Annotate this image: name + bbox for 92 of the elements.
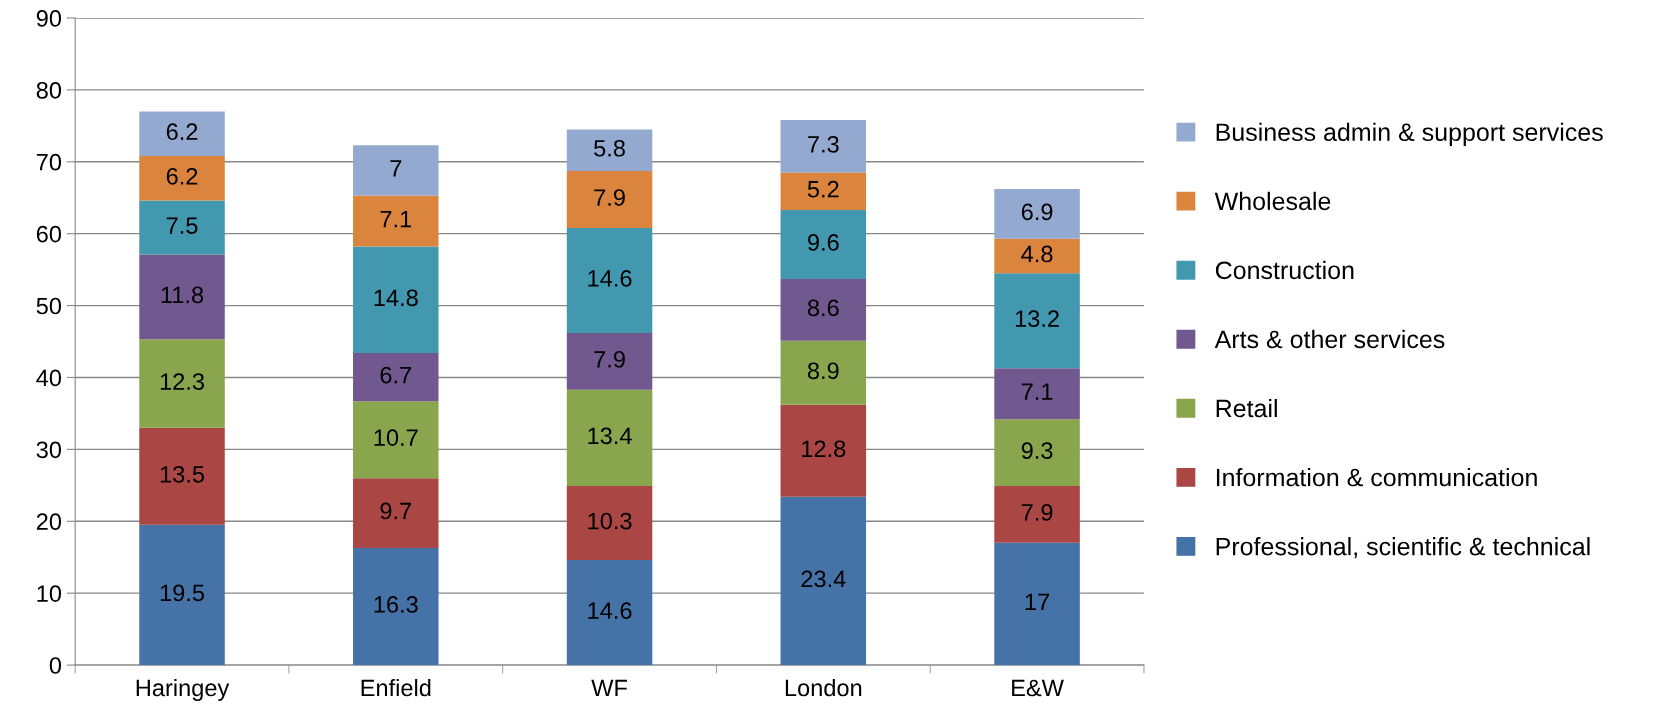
bar	[353, 246, 439, 354]
x-tick-label: London	[785, 678, 862, 697]
data-label: 7.1	[1021, 383, 1053, 400]
bar	[139, 200, 225, 255]
data-label: 13.2	[1015, 310, 1059, 328]
bar	[139, 339, 225, 428]
data-label: 6.7	[380, 366, 412, 384]
bar	[139, 524, 225, 666]
data-label: 5.8	[594, 139, 625, 157]
bar	[994, 486, 1080, 543]
bar	[566, 486, 653, 561]
legend-label: Arts & other services	[1214, 329, 1445, 349]
data-label: 10.3	[588, 512, 632, 530]
data-label: 16.3	[374, 596, 418, 613]
bar	[780, 278, 867, 341]
data-label: 8.6	[807, 299, 839, 317]
bar	[994, 419, 1080, 487]
bar	[994, 542, 1080, 666]
bar	[353, 145, 439, 196]
bar	[139, 254, 225, 340]
bar	[139, 111, 225, 157]
x-tick-label: Haringey	[136, 678, 230, 701]
bar	[353, 547, 439, 666]
y-tick-label: 80	[36, 81, 62, 99]
data-label: 7.9	[1021, 504, 1053, 521]
data-label: 7.5	[166, 217, 198, 234]
x-tick-label: WF	[591, 679, 627, 697]
bar	[566, 560, 653, 666]
data-label: 14.6	[588, 602, 632, 619]
data-label: 9.3	[1021, 442, 1053, 459]
x-tick-label: E&W	[1012, 679, 1064, 697]
data-label: 23.4	[801, 570, 846, 588]
data-label: 6.2	[166, 123, 198, 141]
bar	[139, 156, 225, 201]
data-label: 8.9	[807, 362, 839, 380]
y-tick-label: 10	[37, 585, 62, 602]
data-label: 19.5	[160, 584, 205, 602]
data-label: 6.2	[166, 167, 198, 185]
bar	[353, 195, 439, 247]
data-label: 5.2	[807, 180, 839, 198]
data-label: 11.8	[161, 286, 204, 304]
bar	[780, 172, 867, 210]
data-label: 13.5	[160, 465, 205, 483]
x-tick-label: Enfield	[361, 678, 431, 697]
y-tick-label: 40	[36, 369, 62, 387]
legend-label: Retail	[1216, 398, 1277, 418]
data-label: 12.8	[802, 440, 846, 458]
bar	[780, 120, 867, 173]
data-label: 9.6	[808, 234, 839, 251]
bar	[994, 238, 1080, 274]
data-label: 9.7	[380, 502, 412, 520]
legend-label: Business admin & support services	[1216, 122, 1603, 147]
bar	[780, 209, 867, 279]
bar	[780, 404, 867, 497]
legend-label: Wholesale	[1214, 191, 1331, 211]
bar	[566, 129, 653, 172]
bar	[994, 273, 1080, 369]
data-label: 7.1	[380, 210, 412, 228]
data-label: 14.8	[374, 289, 418, 307]
data-label: 13.4	[588, 427, 632, 445]
y-tick-label: 60	[36, 225, 62, 243]
data-label: 14.6	[588, 270, 632, 287]
bar	[994, 368, 1080, 420]
bar	[994, 189, 1080, 239]
legend-label: Information & communication	[1216, 467, 1537, 487]
data-label: 10.7	[374, 429, 418, 447]
data-label: 7.3	[808, 135, 839, 153]
data-label: 7.9	[594, 350, 625, 368]
bar	[353, 401, 439, 479]
y-tick-label: 20	[36, 513, 62, 531]
legend-label: Construction	[1215, 260, 1354, 280]
y-tick-label: 90	[36, 10, 62, 27]
bar	[353, 353, 439, 402]
y-tick-label: 70	[36, 153, 62, 171]
y-tick-label: 50	[36, 297, 62, 315]
bar	[353, 478, 439, 548]
data-label: 4.8	[1021, 245, 1053, 263]
bar	[139, 427, 225, 525]
bar	[780, 340, 867, 405]
legend-label: Professional, scientific & technical	[1216, 537, 1590, 559]
data-label: 7	[390, 160, 402, 177]
data-label: 12.3	[160, 373, 204, 390]
y-tick-label: 0	[49, 657, 62, 674]
data-label: 6.9	[1021, 203, 1053, 221]
bar	[566, 389, 653, 487]
data-label: 7.9	[594, 189, 625, 206]
bar	[566, 332, 653, 390]
y-tick-label: 30	[36, 441, 62, 459]
bar	[566, 171, 653, 228]
data-label: 17	[1025, 593, 1050, 611]
bar	[566, 227, 653, 333]
bar	[780, 496, 867, 666]
